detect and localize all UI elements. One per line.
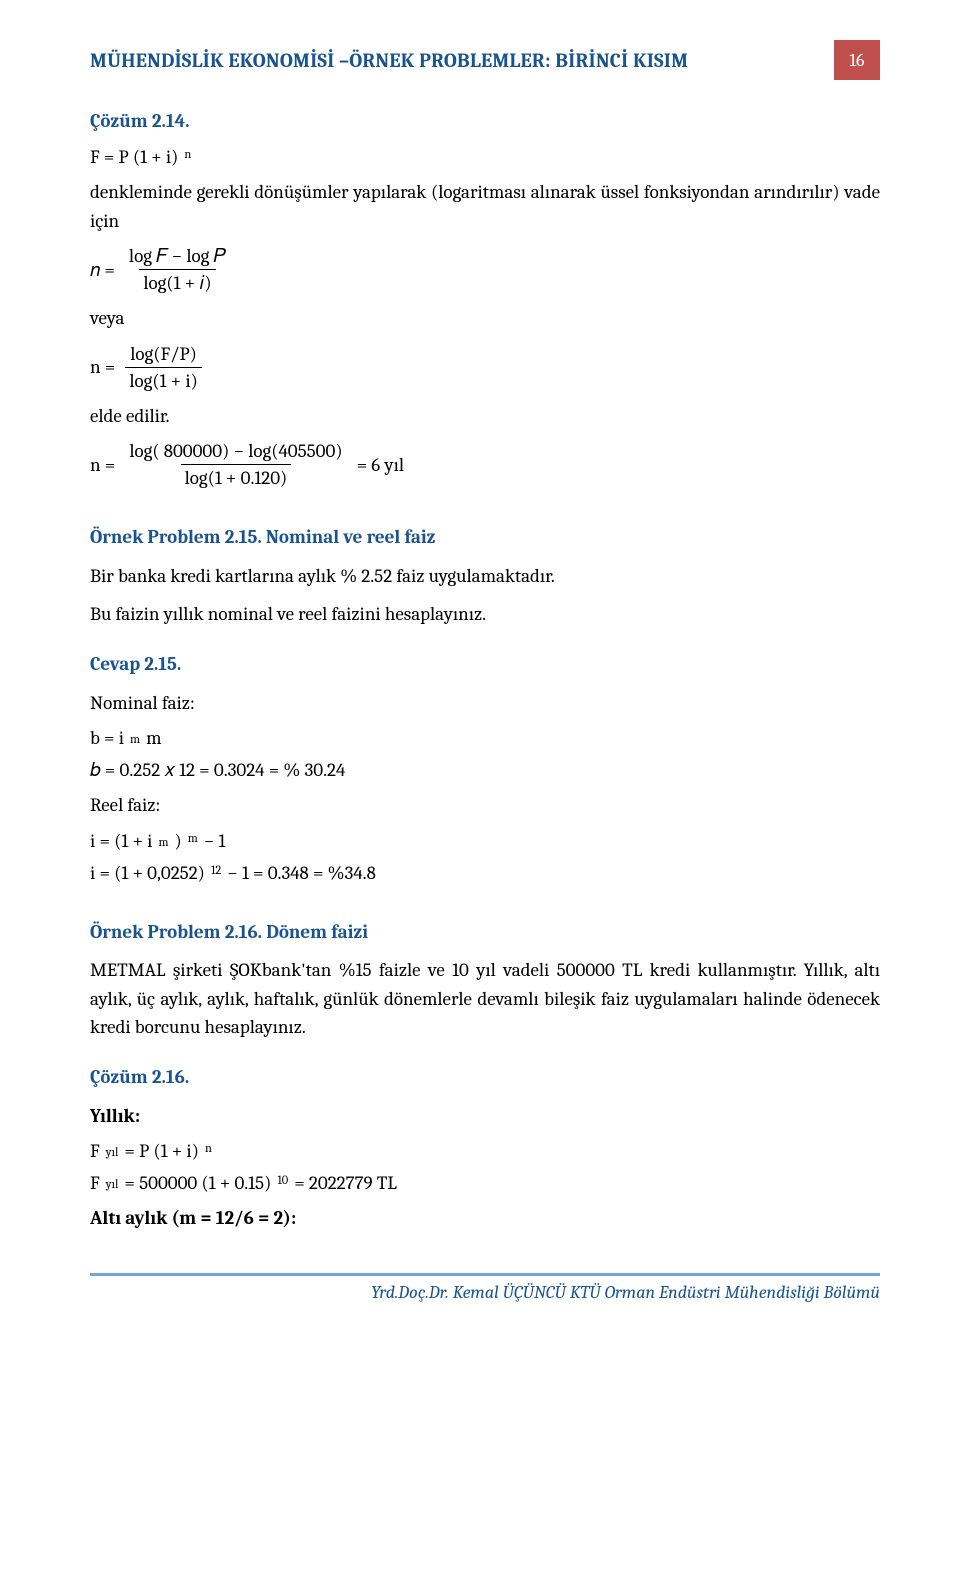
eq-i1-pre: i = (1 + i: [90, 830, 152, 852]
equation-b2: 𝑏 = 0.252 𝑥 12 = 0.3024 = % 30.24: [90, 759, 880, 781]
equation-fyil1: Fyıl = P (1 + i) n: [90, 1140, 880, 1162]
eq-b1-sub: m: [130, 733, 140, 747]
eq-n2-frac: log(F/P) log(1 + i): [125, 343, 202, 392]
nominal-label: Nominal faiz:: [90, 689, 880, 718]
heading-cevap-215: Cevap 2.15.: [90, 653, 880, 675]
eq-n1-frac: log 𝐹 − log 𝑃 log(1 + 𝑖): [125, 245, 230, 294]
equation-fyil2: Fyıl = 500000 (1 + 0.15) 10 = 2022779 TL: [90, 1172, 880, 1194]
eq-n3-frac: log( 800000) − log(405500) log(1 + 0.120…: [125, 440, 346, 489]
yillik-label: Yıllık:: [90, 1102, 880, 1131]
reel-label: Reel faiz:: [90, 791, 880, 820]
eq-n2-lhs: n =: [90, 356, 115, 378]
equation-n1: 𝑛 = log 𝐹 − log 𝑃 log(1 + 𝑖): [90, 245, 880, 294]
page: MÜHENDİSLİK EKONOMİSİ –ÖRNEK PROBLEMLER:…: [0, 0, 960, 1343]
eq-n1-den: log(1 + 𝑖): [139, 269, 215, 294]
eq-n3-num: log( 800000) − log(405500): [125, 440, 346, 464]
elde-label: elde edilir.: [90, 402, 880, 431]
eq-b1-post: m: [146, 727, 161, 749]
header-title: MÜHENDİSLİK EKONOMİSİ –ÖRNEK PROBLEMLER:…: [90, 49, 814, 72]
para-215-1: Bir banka kredi kartlarına aylık % 2.52 …: [90, 562, 880, 591]
eq-i1-sub: m: [158, 836, 168, 850]
para-216-1: METMAL şirketi ŞOKbank'tan %15 faizle ve…: [90, 956, 880, 1042]
eq-n1-num: log 𝐹 − log 𝑃: [125, 245, 230, 269]
eq-b1-pre: b = i: [90, 727, 124, 749]
heading-problem-215: Örnek Problem 2.15. Nominal ve reel faiz: [90, 523, 880, 552]
eq-f1-mid: = P (1 + i): [124, 1140, 199, 1162]
equation-f: F = P (1 + i) n: [90, 146, 880, 168]
eq-f-sup: n: [184, 148, 191, 162]
eq-i1-post: − 1: [204, 830, 226, 852]
veya-label: veya: [90, 304, 880, 333]
eq-b2: 𝑏 = 0.252 𝑥 12 = 0.3024 = % 30.24: [90, 759, 345, 781]
heading-cozum-214: Çözüm 2.14.: [90, 110, 880, 132]
eq-i1-sup: m: [188, 832, 198, 846]
eq-n3-den: log(1 + 0.120): [181, 464, 292, 489]
eq-f1-sub: yıl: [106, 1146, 119, 1160]
eq-f2-post: = 2022779 TL: [294, 1172, 397, 1194]
equation-n2: n = log(F/P) log(1 + i): [90, 343, 880, 392]
eq-i2-sup: 12: [211, 864, 221, 878]
eq-n2-num: log(F/P): [126, 343, 201, 367]
page-number-badge: 16: [834, 40, 880, 80]
alti-label: Altı aylık (m = 12/6 = 2):: [90, 1204, 880, 1233]
heading-cozum-216: Çözüm 2.16.: [90, 1066, 880, 1088]
eq-f2-sup: 10: [277, 1174, 288, 1188]
header-row: MÜHENDİSLİK EKONOMİSİ –ÖRNEK PROBLEMLER:…: [90, 40, 880, 80]
eq-f2-pre: F: [90, 1172, 100, 1194]
footer: Yrd.Doç.Dr. Kemal ÜÇÜNCÜ KTÜ Orman Endüs…: [90, 1273, 880, 1303]
equation-b1: b = i m m: [90, 727, 880, 749]
eq-n3-rhs: = 6 yıl: [357, 454, 404, 476]
eq-i2-pre: i = (1 + 0,0252): [90, 862, 205, 884]
equation-i1: i = (1 + i m) m − 1: [90, 830, 880, 852]
eq-i1-mid: ): [174, 830, 181, 852]
eq-n1-lhs: 𝑛 =: [90, 259, 115, 281]
equation-n3: n = log( 800000) − log(405500) log(1 + 0…: [90, 440, 880, 489]
para-215-2: Bu faizin yıllık nominal ve reel faizini…: [90, 600, 880, 629]
eq-n3-lhs: n =: [90, 454, 115, 476]
eq-f1-pre: F: [90, 1140, 100, 1162]
eq-f-lhs: F = P (1 + i): [90, 146, 178, 168]
heading-problem-216-strong: Örnek Problem 2.16. Dönem faizi: [90, 921, 368, 943]
para-cozum214-1: denkleminde gerekli dönüşümler yapılarak…: [90, 178, 880, 235]
eq-i2-post: − 1 = 0.348 = %34.8: [227, 862, 376, 884]
heading-problem-216: Örnek Problem 2.16. Dönem faizi: [90, 918, 880, 947]
eq-f2-sub: yıl: [106, 1178, 119, 1192]
eq-n2-den: log(1 + i): [125, 367, 202, 392]
eq-f1-sup: n: [205, 1142, 212, 1156]
heading-problem-215-strong: Örnek Problem 2.15. Nominal ve reel faiz: [90, 526, 436, 548]
eq-f2-mid: = 500000 (1 + 0.15): [124, 1172, 271, 1194]
equation-i2: i = (1 + 0,0252) 12 − 1 = 0.348 = %34.8: [90, 862, 880, 884]
